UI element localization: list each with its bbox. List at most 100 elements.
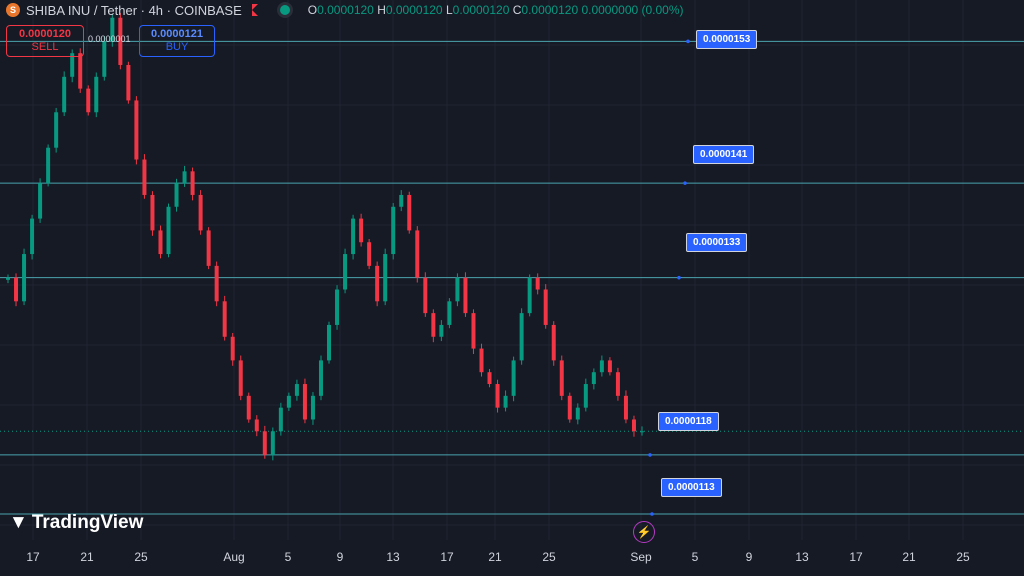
logo-text: TradingView bbox=[31, 512, 144, 533]
candle-body bbox=[302, 384, 307, 420]
candle-body bbox=[367, 242, 372, 266]
level-anchor bbox=[683, 181, 687, 185]
level-anchor bbox=[677, 275, 681, 280]
x-tick-label: 5 bbox=[691, 550, 699, 564]
candle-body bbox=[22, 254, 27, 302]
chart-grid bbox=[0, 0, 1024, 540]
candle-body bbox=[575, 407, 580, 420]
candle-body bbox=[110, 17, 115, 42]
candle-body bbox=[198, 194, 203, 231]
flag-icon[interactable] bbox=[251, 4, 264, 16]
lightning-icon[interactable]: ⚡ bbox=[633, 521, 655, 543]
candle-body bbox=[607, 360, 612, 373]
chart-title: SHIBA INU / Tether · 4h · COINBASE bbox=[26, 2, 242, 18]
candle-body bbox=[86, 88, 91, 113]
candle-body bbox=[62, 76, 67, 113]
candle-body bbox=[14, 277, 19, 302]
x-tick-label: 17 bbox=[26, 550, 40, 564]
candle-body bbox=[407, 194, 412, 231]
level-anchor bbox=[648, 453, 652, 457]
candle-body bbox=[206, 230, 211, 266]
candle-body bbox=[6, 277, 10, 280]
candle-body bbox=[318, 360, 323, 396]
candle-body bbox=[559, 360, 564, 396]
candle-body bbox=[46, 147, 51, 184]
candle-body bbox=[238, 360, 243, 396]
horizontal-levels bbox=[0, 39, 1024, 516]
candle-body bbox=[383, 254, 388, 302]
candle-body bbox=[134, 100, 139, 160]
candle-body bbox=[94, 76, 99, 113]
sell-price: 0.0000120 bbox=[19, 28, 71, 40]
candle-body bbox=[439, 324, 444, 337]
candle-body bbox=[294, 384, 299, 396]
x-tick-label: Sep bbox=[630, 550, 652, 564]
x-tick-label: 21 bbox=[488, 550, 502, 564]
candle-body bbox=[270, 431, 275, 455]
candlestick-series bbox=[6, 12, 644, 461]
candle-body bbox=[30, 218, 35, 255]
candle-body bbox=[70, 53, 75, 77]
candle-body bbox=[343, 254, 348, 290]
candle-body bbox=[118, 17, 123, 65]
x-tick-label: 9 bbox=[336, 550, 344, 564]
candle-body bbox=[447, 301, 452, 325]
ohlc-values: O0.0000120 H0.0000120 L0.0000120 C0.0000… bbox=[307, 3, 684, 17]
candle-body bbox=[423, 277, 428, 314]
candle-body bbox=[327, 324, 332, 361]
candle-body bbox=[431, 313, 436, 337]
candle-body bbox=[351, 218, 356, 255]
candle-body bbox=[335, 289, 340, 325]
candle-body bbox=[222, 301, 227, 337]
candle-body bbox=[567, 395, 572, 420]
candle-body bbox=[54, 112, 59, 148]
candle-body bbox=[543, 289, 548, 325]
level-anchor bbox=[650, 512, 654, 516]
candle-body bbox=[142, 159, 147, 195]
buy-price: 0.0000121 bbox=[151, 28, 203, 40]
shib-icon: S bbox=[6, 3, 20, 17]
candle-body bbox=[78, 53, 83, 89]
x-tick-label: 9 bbox=[745, 550, 753, 564]
candle-body bbox=[631, 419, 636, 432]
candle-body bbox=[214, 265, 219, 302]
candle-body bbox=[38, 183, 43, 219]
x-tick-label: 5 bbox=[284, 550, 292, 564]
x-tick-label: Aug bbox=[223, 550, 245, 564]
candle-body bbox=[262, 431, 267, 455]
market-status-icon[interactable] bbox=[279, 5, 290, 15]
candle-body bbox=[583, 384, 588, 408]
candle-body bbox=[535, 277, 540, 290]
candle-body bbox=[455, 277, 460, 302]
level-tag[interactable]: 0.0000141 bbox=[693, 145, 755, 164]
x-tick-label: 17 bbox=[849, 550, 863, 564]
tradingview-logo: ▼ TradingView bbox=[9, 512, 143, 534]
candle-body bbox=[254, 419, 259, 432]
candle-body bbox=[102, 41, 107, 77]
candle-body bbox=[278, 407, 283, 432]
candle-body bbox=[519, 313, 524, 361]
tradingview-logo-icon: ▼ bbox=[9, 512, 28, 533]
level-tag[interactable]: 0.0000133 bbox=[686, 233, 748, 252]
level-tag[interactable]: 0.0000153 bbox=[696, 30, 758, 49]
candle-body bbox=[623, 395, 628, 420]
buy-label: BUY bbox=[165, 41, 189, 53]
level-anchor bbox=[686, 39, 690, 44]
buy-button[interactable]: 0.0000121 BUY bbox=[139, 25, 215, 57]
candle-body bbox=[190, 171, 195, 195]
candle-body bbox=[527, 277, 532, 314]
candle-body bbox=[375, 265, 380, 302]
x-tick-label: 21 bbox=[80, 550, 94, 564]
spread-value: 0.0000001 bbox=[88, 34, 131, 44]
candle-body bbox=[471, 313, 476, 349]
candle-body bbox=[174, 183, 179, 207]
candle-body bbox=[166, 206, 171, 255]
candle-body bbox=[551, 324, 556, 361]
level-tag[interactable]: 0.0000118 bbox=[658, 412, 719, 431]
candle-body bbox=[463, 277, 468, 314]
candle-body bbox=[640, 431, 644, 433]
level-tag[interactable]: 0.0000113 bbox=[661, 478, 722, 497]
sell-button[interactable]: 0.0000120 SELL bbox=[6, 25, 84, 57]
candle-body bbox=[615, 372, 620, 396]
